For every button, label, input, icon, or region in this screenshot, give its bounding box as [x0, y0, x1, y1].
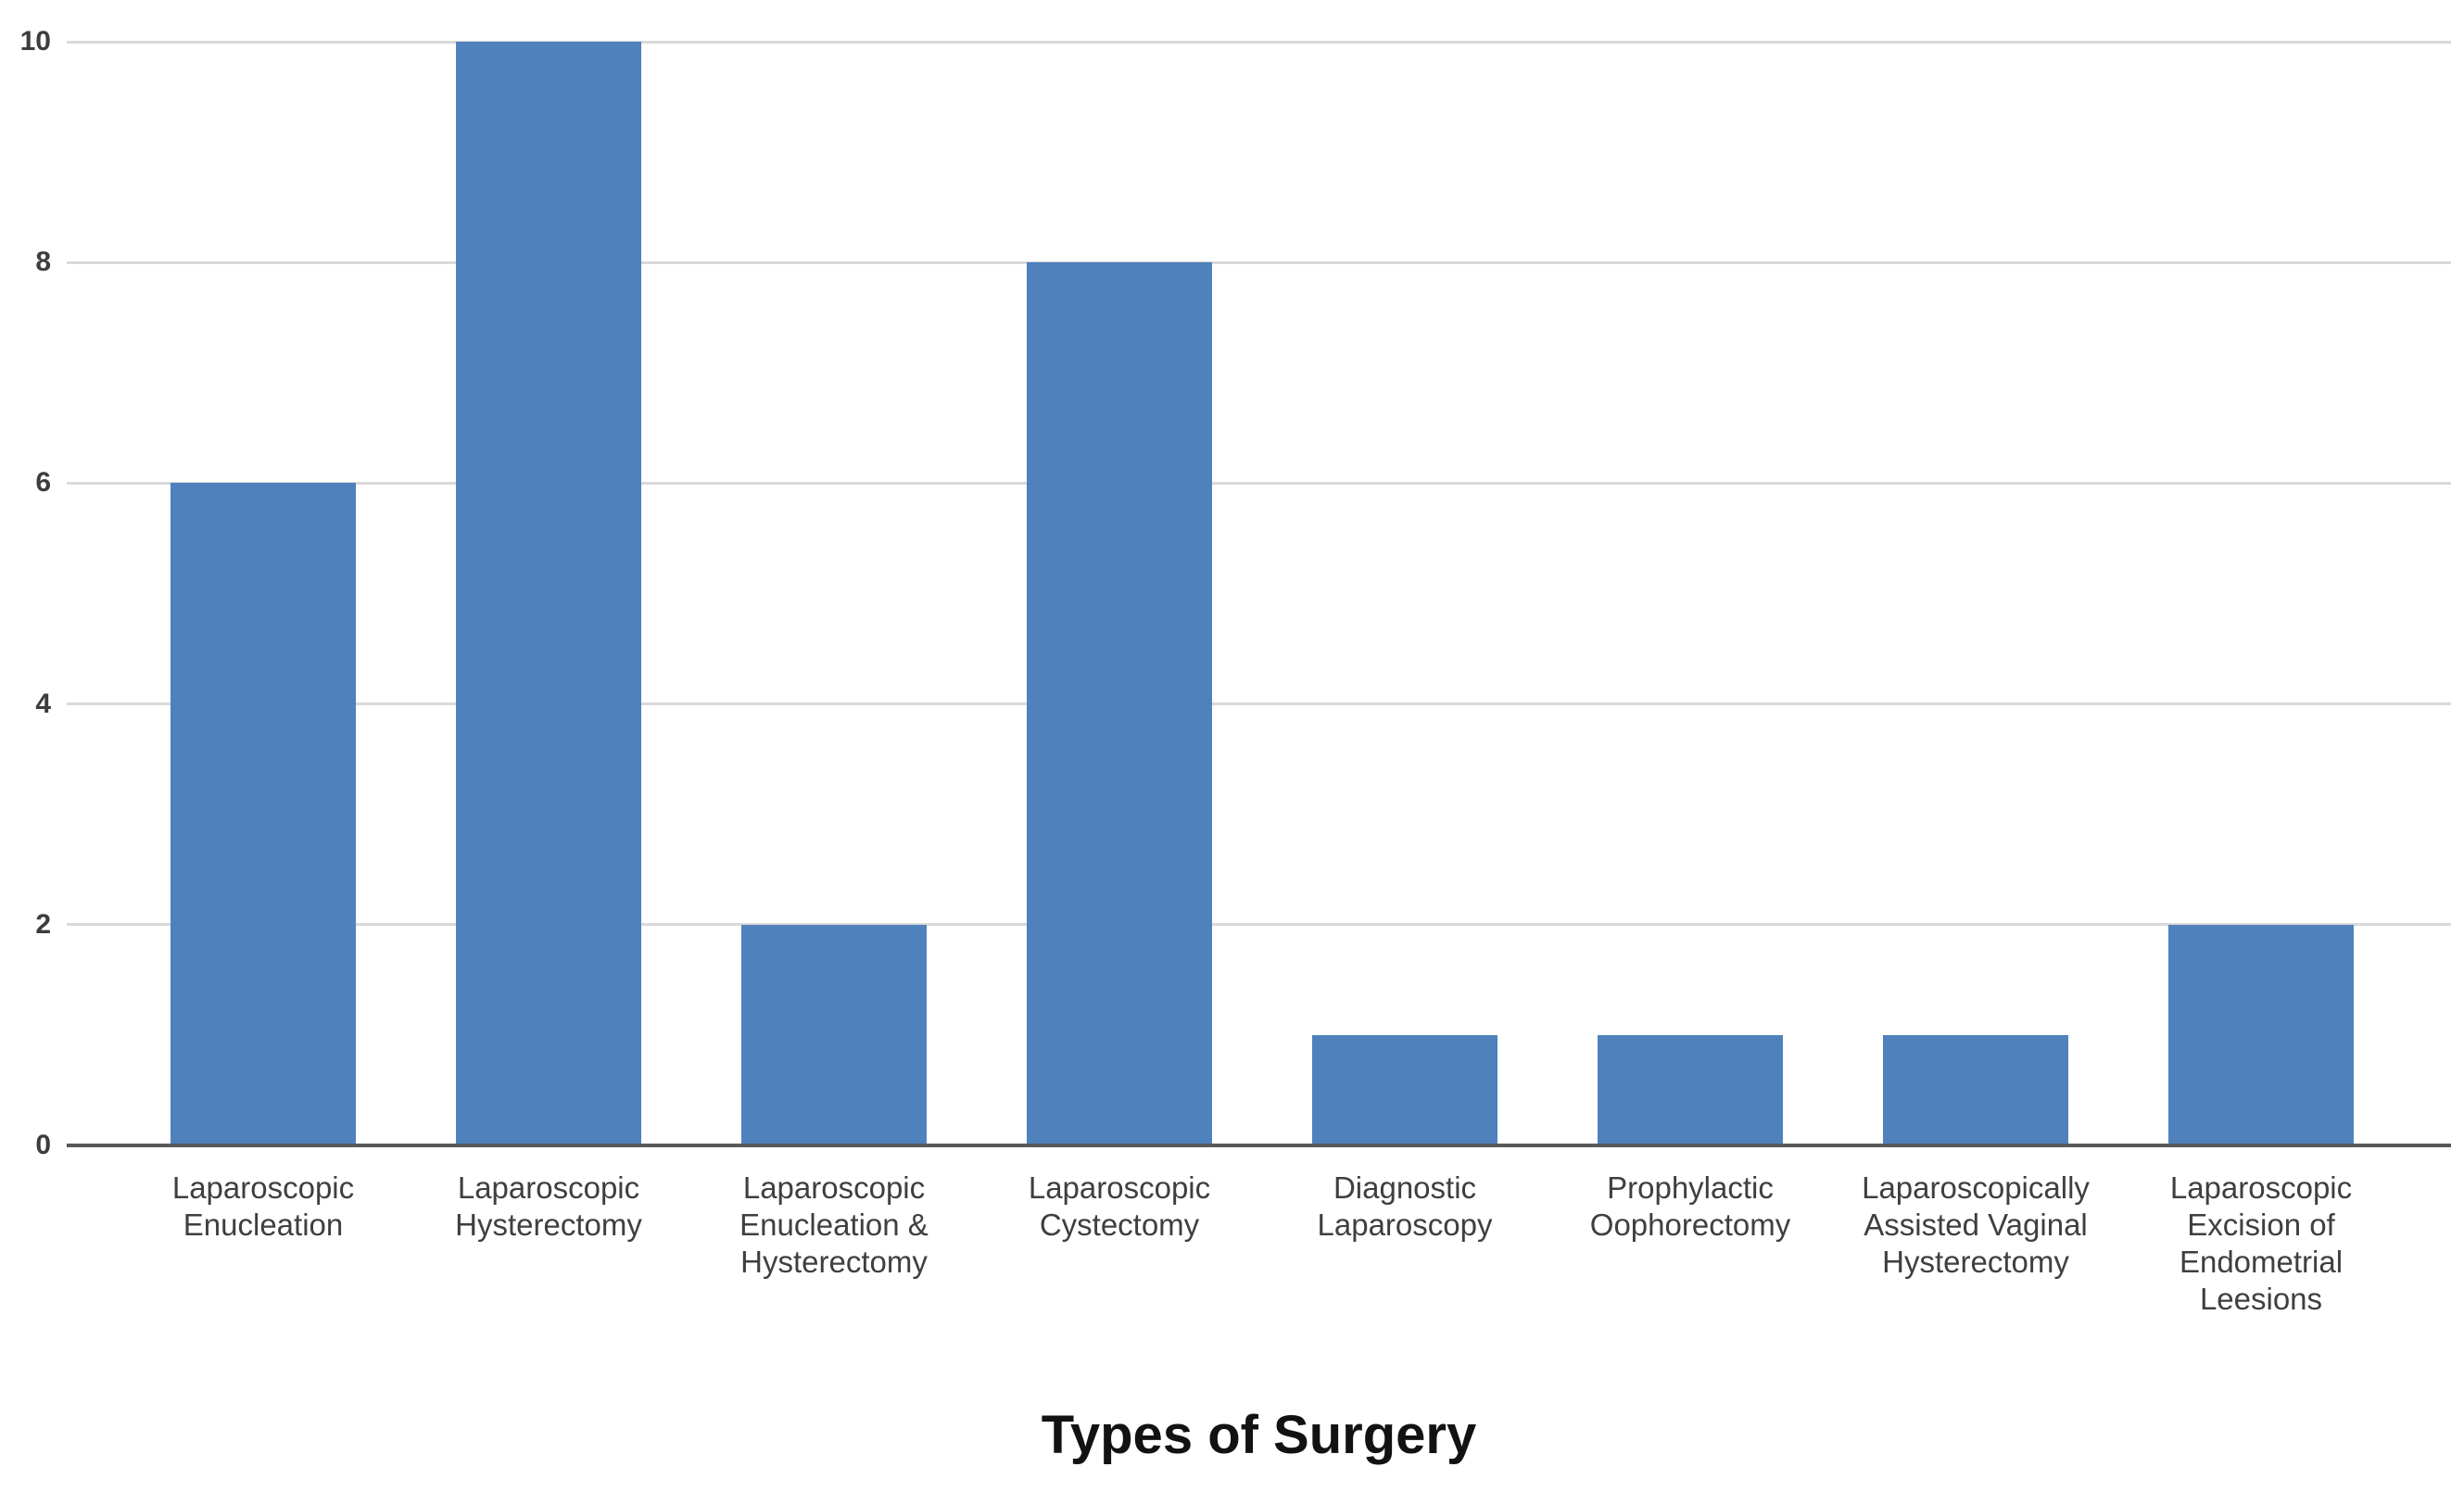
y-axis-tick-label: 10 [19, 26, 51, 57]
gridline [67, 40, 2451, 44]
x-axis-category-label: Laparoscopic Cystectomy [1028, 1170, 1211, 1242]
y-axis-tick-label: 4 [35, 688, 51, 719]
bar [1312, 1034, 1497, 1145]
chart-title: Types of Surgery [1041, 1405, 1477, 1465]
bar [1883, 1034, 2068, 1145]
y-axis-tick-label: 8 [35, 247, 51, 278]
x-axis-category-label: Laparoscopically Assisted Vaginal Hyster… [1862, 1170, 2090, 1279]
gridline [67, 481, 2451, 485]
bar [741, 924, 927, 1145]
x-axis-category-label: Prophylactic Oophorectomy [1589, 1170, 1791, 1242]
x-axis-line [67, 1144, 2451, 1147]
x-axis-category-label: Laparoscopic Excision of Endometrial Lee… [2169, 1170, 2353, 1316]
x-axis-category-label: Laparoscopic Enucleation [171, 1170, 355, 1242]
bar [1027, 262, 1212, 1145]
x-axis-category-label: Laparoscopic Enucleation & Hysterectomy [739, 1170, 929, 1279]
x-axis-category-label: Diagnostic Laparoscopy [1317, 1170, 1493, 1242]
bar [456, 42, 641, 1145]
x-axis-category-label: Laparoscopic Hysterectomy [455, 1170, 642, 1242]
gridline [67, 923, 2451, 927]
y-axis-tick-label: 0 [35, 1130, 51, 1160]
gridline [67, 260, 2451, 264]
bar [171, 483, 356, 1145]
gridline [67, 702, 2451, 706]
y-axis-tick-label: 2 [35, 908, 51, 940]
bar [1598, 1034, 1783, 1145]
bar [2168, 924, 2354, 1145]
y-axis-tick-label: 6 [35, 467, 51, 499]
